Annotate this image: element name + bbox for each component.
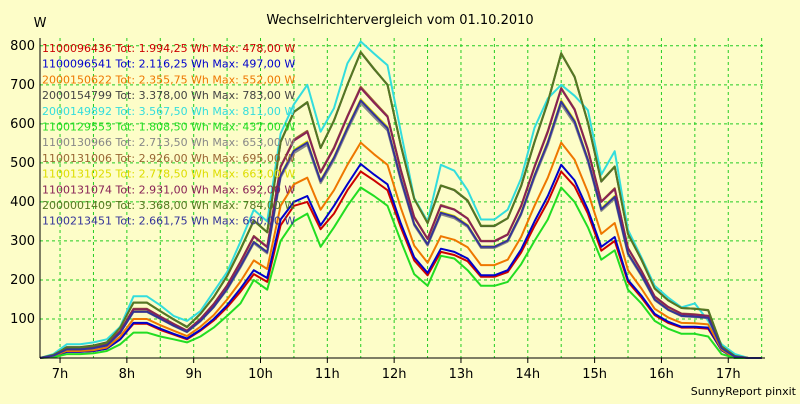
x-tick-label: 15h — [582, 367, 607, 382]
legend-entry: 2000149892 Tot: 3.567,50 Wh Max: 811,00 … — [42, 105, 295, 118]
x-tick-label: 8h — [119, 367, 136, 382]
x-tick-label: 9h — [185, 367, 202, 382]
legend-entry: 1100131006 Tot: 2.926,00 Wh Max: 695,00 … — [42, 152, 295, 165]
y-tick-label: 200 — [10, 273, 35, 288]
series-line-3 — [39, 141, 762, 359]
x-tick-label: 11h — [315, 367, 340, 382]
y-tick-label: 700 — [10, 78, 35, 93]
legend-entry: 2000150622 Tot: 2.355,75 Wh Max: 552,00 … — [42, 73, 295, 86]
chart-title: Wechselrichtervergleich vom 01.10.2010 — [266, 13, 533, 28]
y-tick-label: 100 — [10, 312, 35, 327]
y-tick-label: 600 — [10, 117, 35, 132]
series-line-6 — [39, 186, 762, 359]
x-tick-label: 12h — [382, 367, 407, 382]
x-tick-label: 16h — [649, 367, 674, 382]
x-tick-label: 17h — [716, 367, 741, 382]
series-line-2 — [39, 163, 762, 359]
legend-entry: 1100131074 Tot: 2.931,00 Wh Max: 692,00 … — [42, 183, 295, 196]
series-line-12 — [39, 99, 762, 359]
legend-entry: 2000001409 Tot: 3.368,00 Wh Max: 784,00 … — [42, 199, 295, 212]
legend-entry: 1100131025 Tot: 2.778,50 Wh Max: 663,00 … — [42, 168, 295, 181]
x-tick-label: 7h — [52, 367, 69, 382]
y-tick-label: 400 — [10, 195, 35, 210]
series-lines — [39, 40, 762, 359]
legend-entry: 1100130966 Tot: 2.713,50 Wh Max: 653,00 … — [42, 136, 295, 149]
axes: 100 200 300 400 500 600 700 800 7h 8h 9h 10h 11h 12h 1… — [10, 38, 765, 382]
legend-entry: 1100129553 Tot: 1.808,50 Wh Max: 437,00 … — [42, 121, 295, 134]
legend: 1100096436 Tot: 1.994,25 Wh Max: 478,00 … — [42, 42, 295, 228]
legend-entry: 2000154799 Tot: 3.378,00 Wh Max: 783,00 … — [42, 89, 295, 102]
x-tick-label: 10h — [248, 367, 273, 382]
legend-entry: 1100096436 Tot: 1.994,25 Wh Max: 478,00 … — [42, 42, 295, 55]
y-tick-label: 800 — [10, 39, 35, 54]
footer-credit: SunnyReport pinxit — [691, 385, 797, 398]
series-line-1 — [39, 170, 762, 359]
series-line-10 — [39, 87, 762, 359]
series-line-11 — [39, 51, 762, 359]
y-axis-label: W — [34, 16, 47, 31]
y-tick-label: 500 — [10, 156, 35, 171]
legend-entry: 1100213451 Tot: 2.661,75 Wh Max: 660,00 … — [42, 215, 295, 228]
y-tick-label: 300 — [10, 234, 35, 249]
x-tick-label: 14h — [515, 367, 540, 382]
legend-entry: 1100096541 Tot: 2.116,25 Wh Max: 497,00 … — [42, 58, 295, 71]
x-tick-label: 13h — [449, 367, 474, 382]
